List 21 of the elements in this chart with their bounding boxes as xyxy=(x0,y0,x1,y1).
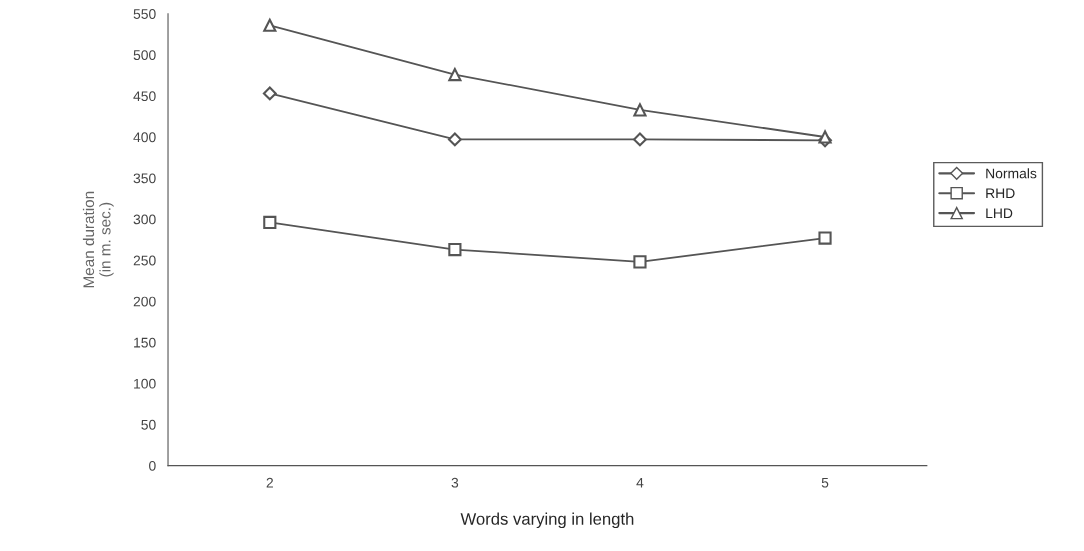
y-tick-label: 550 xyxy=(133,9,156,19)
x-tick-label: 2 xyxy=(266,477,273,488)
x-tick-label: 5 xyxy=(821,477,829,488)
y-tick-label: 500 xyxy=(133,50,156,61)
y-tick-label: 0 xyxy=(149,460,156,471)
y-axis-title: Mean duration (in m. sec.) xyxy=(82,191,114,288)
y-tick-label: 150 xyxy=(134,337,156,348)
y-tick-label: 300 xyxy=(133,214,156,225)
y-tick-label: 100 xyxy=(134,378,156,389)
x-tick-label: 4 xyxy=(636,477,644,488)
y-tick-label: 200 xyxy=(133,296,156,307)
x-axis-title: Words varying in length xyxy=(460,512,634,529)
y-tick-label: 400 xyxy=(133,132,156,143)
y-tick-label: 250 xyxy=(133,255,156,266)
y-tick-label: 350 xyxy=(133,173,156,184)
x-tick-label: 3 xyxy=(451,477,459,488)
legend-label: RHD xyxy=(986,188,1015,199)
legend-label: LHD xyxy=(986,208,1013,218)
y-tick-label: 450 xyxy=(133,91,156,102)
y-tick-label: 50 xyxy=(141,419,156,430)
legend-label: Normals xyxy=(986,168,1037,179)
